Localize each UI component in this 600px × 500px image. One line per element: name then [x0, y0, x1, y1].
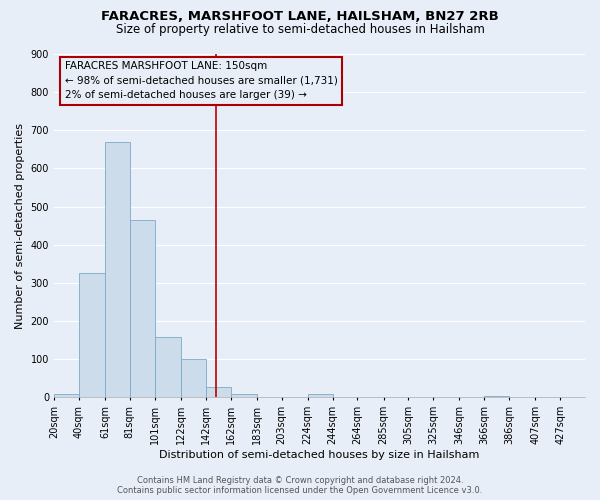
Text: FARACRES MARSHFOOT LANE: 150sqm
← 98% of semi-detached houses are smaller (1,731: FARACRES MARSHFOOT LANE: 150sqm ← 98% of…: [65, 61, 337, 100]
Text: Contains HM Land Registry data © Crown copyright and database right 2024.
Contai: Contains HM Land Registry data © Crown c…: [118, 476, 482, 495]
Bar: [308, 394, 332, 398]
Bar: [79, 274, 105, 398]
Text: FARACRES, MARSHFOOT LANE, HAILSHAM, BN27 2RB: FARACRES, MARSHFOOT LANE, HAILSHAM, BN27…: [101, 10, 499, 23]
Bar: [230, 394, 257, 398]
Text: Size of property relative to semi-detached houses in Hailsham: Size of property relative to semi-detach…: [116, 22, 484, 36]
Y-axis label: Number of semi-detached properties: Number of semi-detached properties: [15, 122, 25, 328]
Bar: [130, 220, 155, 398]
Bar: [105, 142, 130, 398]
Bar: [484, 396, 509, 398]
Bar: [54, 394, 79, 398]
Bar: [155, 337, 181, 398]
Bar: [181, 360, 206, 398]
Bar: [206, 386, 230, 398]
X-axis label: Distribution of semi-detached houses by size in Hailsham: Distribution of semi-detached houses by …: [159, 450, 479, 460]
